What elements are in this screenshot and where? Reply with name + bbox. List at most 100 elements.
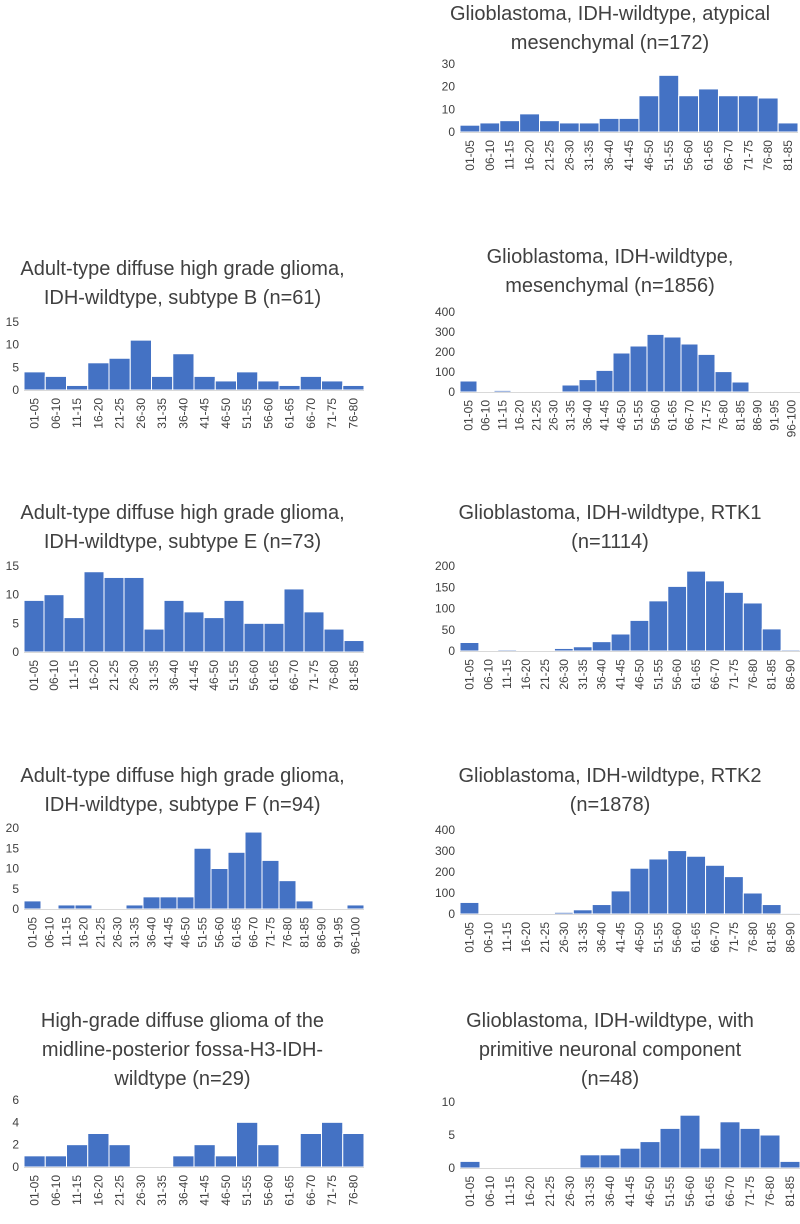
x-tick-label: 91-95: [332, 917, 346, 948]
x-tick-label: 06-10: [479, 400, 493, 431]
x-tick-label: 26-30: [547, 400, 561, 431]
x-tick-label: 46-50: [179, 917, 193, 948]
bar-11-15: [494, 390, 511, 392]
x-tick-label: 36-40: [602, 140, 616, 171]
bar-21-25: [536, 913, 555, 914]
x-tick-label: 66-70: [723, 1176, 737, 1207]
bar-46-50: [640, 1142, 660, 1168]
y-tick-label: 5: [12, 882, 19, 896]
x-tick-label: 76-80: [746, 922, 760, 953]
x-tick-label: 26-30: [134, 1175, 148, 1206]
bar-66-70: [706, 581, 725, 651]
x-tick-label: 96-100: [785, 400, 799, 438]
x-tick-label: 21-25: [107, 660, 121, 691]
bar-06-10: [480, 123, 500, 132]
x-tick-label: 86-90: [751, 400, 765, 431]
bar-26-30: [554, 648, 573, 651]
chart-title: Adult-type diffuse high grade glioma,IDH…: [0, 499, 365, 557]
chart-title-line: Glioblastoma, IDH-wildtype, RTK2: [420, 762, 800, 791]
bar-86-90: [781, 913, 800, 914]
x-tick-label: 41-45: [598, 400, 612, 431]
x-tick-label: 26-30: [563, 1176, 577, 1207]
x-tick-label: 06-10: [481, 922, 495, 953]
chart-title-line: (n=48): [420, 1065, 800, 1094]
bar-11-15: [64, 618, 84, 652]
bar-11-15: [500, 121, 520, 132]
bar-01-05: [460, 381, 477, 392]
x-tick-label: 26-30: [557, 659, 571, 690]
bar-11-15: [498, 650, 517, 651]
x-tick-label: 71-75: [700, 400, 714, 431]
chart-title-line: midline-posterior fossa-H3-IDH-: [0, 1036, 365, 1065]
bar-41-45: [160, 897, 177, 909]
bar-16-20: [75, 905, 92, 909]
y-tick-label: 0: [448, 1161, 455, 1175]
x-tick-label: 56-60: [682, 140, 696, 171]
x-tick-label: 16-20: [77, 917, 91, 948]
bar-81-85: [778, 123, 798, 132]
x-tick-label: 01-05: [28, 398, 42, 429]
bar-76-80: [324, 629, 344, 652]
x-tick-label: 01-05: [28, 1175, 42, 1206]
x-tick-label: 36-40: [145, 917, 159, 948]
x-tick-label: 41-45: [198, 1175, 212, 1206]
bar-76-80: [343, 385, 364, 390]
x-tick-label: 61-65: [703, 1176, 717, 1207]
x-tick-label: 31-35: [576, 659, 590, 690]
x-tick-label: 36-40: [581, 400, 595, 431]
x-tick-label: 26-30: [134, 398, 148, 429]
x-tick-label: 51-55: [240, 1175, 254, 1206]
bar-51-55: [660, 1128, 680, 1168]
x-tick-label: 16-20: [519, 659, 533, 690]
bar-56-60: [258, 1145, 279, 1167]
x-tick-label: 81-85: [765, 659, 779, 690]
bar-46-50: [613, 353, 630, 392]
x-tick-label: 21-25: [530, 400, 544, 431]
x-tick-label: 56-60: [670, 659, 684, 690]
bar-81-85: [344, 641, 364, 652]
x-tick-label: 41-45: [622, 140, 636, 171]
x-tick-label: 16-20: [519, 922, 533, 953]
x-tick-label: 51-55: [651, 659, 665, 690]
bar-31-35: [579, 123, 599, 132]
y-tick-label: 0: [448, 907, 455, 921]
x-tick-label: 51-55: [227, 660, 241, 691]
bar-41-45: [194, 1145, 215, 1167]
x-tick-label: 01-05: [462, 922, 476, 953]
bar-71-75: [304, 612, 324, 652]
x-tick-label: 31-35: [155, 1175, 169, 1206]
y-tick-label: 10: [442, 1095, 456, 1109]
bar-86-90: [781, 650, 800, 651]
x-tick-label: 21-25: [543, 1176, 557, 1207]
bar-76-80: [343, 1134, 364, 1168]
bar-51-55: [659, 75, 679, 132]
x-tick-label: 61-65: [689, 659, 703, 690]
y-tick-label: 6: [12, 1093, 19, 1107]
bar-11-15: [58, 905, 75, 909]
y-tick-label: 200: [435, 559, 455, 573]
x-tick-label: 66-70: [247, 917, 261, 948]
x-tick-label: 16-20: [91, 398, 105, 429]
y-tick-label: 15: [6, 559, 20, 573]
bar-61-65: [700, 1148, 720, 1168]
bar-41-45: [184, 612, 204, 652]
bar-61-65: [687, 856, 706, 914]
bar-76-80: [760, 1135, 780, 1168]
bar-31-35: [573, 910, 592, 914]
x-tick-label: 11-15: [67, 660, 81, 690]
x-tick-label: 41-45: [614, 659, 628, 690]
bar-46-50: [177, 897, 194, 909]
x-tick-label: 26-30: [111, 917, 125, 948]
x-tick-label: 76-80: [327, 660, 341, 691]
chart-title: Adult-type diffuse high grade glioma,IDH…: [0, 762, 365, 820]
x-tick-label: 81-85: [298, 917, 312, 948]
bar-01-05: [24, 901, 41, 909]
bar-36-40: [579, 380, 596, 392]
x-tick-label: 21-25: [113, 1175, 127, 1206]
bar-66-70: [245, 832, 262, 909]
bar-96-100: [347, 905, 364, 909]
x-tick-label: 41-45: [623, 1176, 637, 1207]
chart-title: Glioblastoma, IDH-wildtype, RTK1(n=1114): [420, 499, 800, 557]
